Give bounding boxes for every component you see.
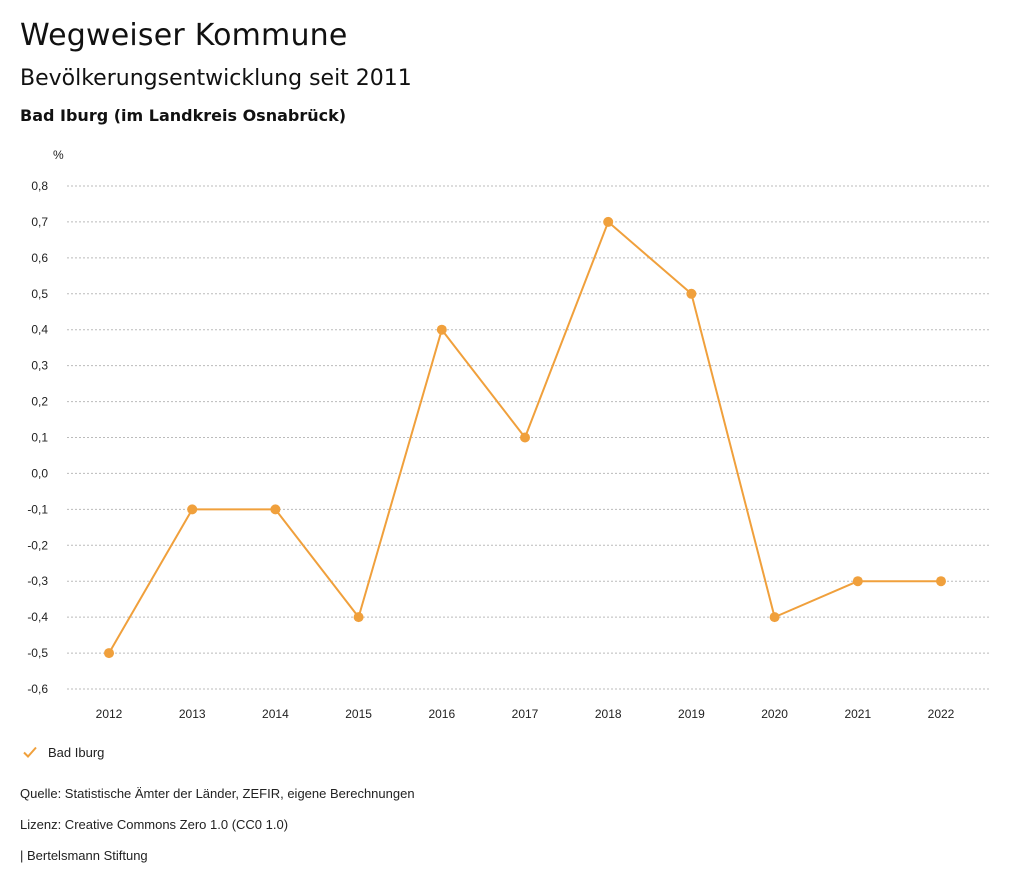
- y-tick-label: -0,4: [27, 610, 48, 624]
- x-tick-label: 2012: [96, 707, 123, 721]
- x-tick-label: 2015: [345, 707, 372, 721]
- x-tick-label: 2017: [512, 707, 539, 721]
- y-tick-label: -0,3: [27, 574, 48, 588]
- y-tick-label: 0,6: [31, 251, 48, 265]
- x-tick-label: 2014: [262, 707, 289, 721]
- y-tick-label: 0,0: [31, 466, 48, 480]
- check-icon: [23, 746, 37, 758]
- data-point: [936, 576, 946, 587]
- y-tick-label: 0,5: [31, 287, 48, 301]
- x-tick-label: 2022: [928, 707, 955, 721]
- y-axis-unit: %: [53, 148, 64, 162]
- source-note: Quelle: Statistische Ämter der Länder, Z…: [20, 786, 415, 801]
- y-tick-label: 0,4: [31, 323, 48, 337]
- data-point: [270, 504, 281, 515]
- x-tick-label: 2021: [844, 707, 871, 721]
- license-note: Lizenz: Creative Commons Zero 1.0 (CC0 1…: [20, 817, 289, 832]
- chart-subtitle: Bevölkerungsentwicklung seit 2011: [20, 66, 412, 91]
- page-title: Wegweiser Kommune: [20, 18, 348, 53]
- data-point: [187, 504, 198, 515]
- data-point: [603, 216, 614, 227]
- y-tick-label: -0,5: [27, 646, 48, 660]
- y-tick-label: 0,2: [31, 395, 48, 409]
- legend[interactable]: Bad Iburg: [22, 744, 104, 760]
- data-point: [852, 576, 863, 587]
- x-tick-label: 2018: [595, 707, 622, 721]
- y-tick-label: -0,1: [27, 502, 48, 516]
- y-tick-label: 0,1: [31, 431, 48, 445]
- x-tick-label: 2019: [678, 707, 705, 721]
- data-point: [353, 612, 364, 623]
- data-point: [520, 432, 530, 443]
- y-tick-label: 0,8: [31, 179, 48, 193]
- data-point: [436, 324, 447, 335]
- y-tick-label: -0,6: [27, 682, 48, 696]
- data-point: [769, 612, 780, 623]
- line-chart: % 0,8 0,7 0,6 0,5 0,4 0,3 0,2 0,1 0,0 -0,1 -0,2 -0,3…: [27, 148, 990, 721]
- x-tick-label: 2013: [179, 707, 206, 721]
- legend-label: Bad Iburg: [48, 744, 105, 760]
- y-tick-label: -0,2: [27, 538, 48, 552]
- data-point: [686, 288, 697, 299]
- y-tick-label: 0,3: [31, 359, 48, 373]
- x-tick-label: 2020: [761, 707, 788, 721]
- data-point: [104, 648, 114, 659]
- publisher-note: | Bertelsmann Stiftung: [20, 848, 148, 863]
- y-tick-label: 0,7: [31, 215, 48, 229]
- region-label: Bad Iburg (im Landkreis Osnabrück): [20, 106, 347, 125]
- x-tick-label: 2016: [428, 707, 455, 721]
